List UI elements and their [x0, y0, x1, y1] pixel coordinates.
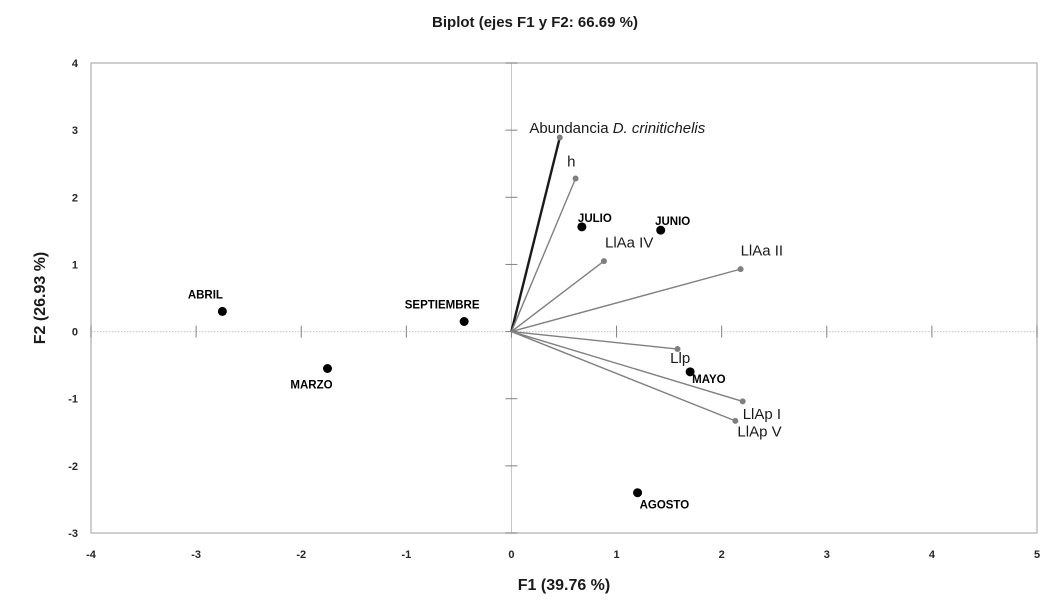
vector-llp: [511, 330, 678, 350]
vector-llaa-ii: [511, 268, 741, 333]
x-tick-label-0: 0: [508, 549, 514, 561]
plot-frame: [90, 62, 1038, 534]
x-tick-label-2: 2: [719, 549, 725, 561]
vector-tip-h: [572, 175, 579, 182]
plot-area: -4 -3 -2 -1 0 1 2 3 4 5 -3 -2 -1 0 1 2 3 4 Abundancia D. c…: [68, 58, 1040, 561]
vector-h: [510, 178, 577, 332]
point-julio: [577, 222, 587, 232]
vector-tip-llp: [674, 346, 681, 353]
vector-llap-v: [511, 330, 736, 422]
y-tick-label-3: 3: [72, 125, 78, 137]
y-tick-label--1: -1: [68, 394, 78, 406]
point-label-abril: ABRIL: [188, 289, 223, 301]
y-tick-label--3: -3: [68, 528, 78, 540]
x-tick-label--3: -3: [191, 549, 201, 561]
vector-tip-llaa-ii: [737, 266, 744, 273]
chart-title: Biplot (ejes F1 y F2: 66.69 %): [432, 14, 638, 31]
x-tick-label--1: -1: [401, 549, 411, 561]
vector-llap-i: [511, 330, 743, 403]
vector-label-llap-i: LlAp I: [743, 406, 781, 423]
point-label-julio: JULIO: [578, 213, 612, 225]
vector-tip-llap-v: [732, 417, 739, 424]
x-tick-label-5: 5: [1034, 549, 1040, 561]
x-tick-label-3: 3: [824, 549, 830, 561]
point-label-marzo: MARZO: [290, 380, 332, 392]
point-label-junio: JUNIO: [655, 216, 690, 228]
vector-label-llap-v: LlAp V: [737, 423, 781, 440]
y-axis-title: F2 (26.93 %): [32, 252, 49, 344]
vector-tip-llaa-iv: [600, 258, 607, 265]
point-mayo: [685, 367, 695, 377]
y-tick-label-2: 2: [72, 192, 78, 204]
vector-label-h: h: [567, 153, 575, 170]
y-tick-label-1: 1: [72, 259, 78, 271]
point-junio: [656, 225, 666, 235]
vector-label-llaa-iv: LlAa IV: [605, 235, 653, 252]
vector-tip-abundancia-d-crinitichelis: [556, 134, 563, 141]
point-agosto: [633, 488, 643, 498]
point-abril: [217, 306, 227, 316]
point-label-septiembre: SEPTIEMBRE: [405, 300, 480, 312]
x-axis-title: F1 (39.76 %): [518, 577, 610, 594]
y-tick-label-0: 0: [72, 327, 78, 339]
point-label-mayo: MAYO: [692, 374, 725, 386]
vector-abundancia-d-crinitichelis: [510, 137, 561, 332]
vector-label-abundancia-d-crinitichelis: Abundancia D. crinitichelis: [529, 120, 705, 137]
x-tick-label-4: 4: [929, 549, 936, 561]
y-tick-label-4: 4: [72, 58, 79, 70]
x-tick-label--2: -2: [296, 549, 306, 561]
vector-tip-llap-i: [739, 398, 746, 405]
point-marzo: [323, 364, 332, 373]
vector-label-llaa-ii: LlAa II: [741, 243, 784, 260]
x-tick-label--4: -4: [86, 549, 97, 561]
y-tick-label--2: -2: [68, 461, 78, 473]
vector-label-llp: Llp: [670, 350, 690, 367]
point-label-agosto: AGOSTO: [640, 500, 690, 512]
vector-llaa-iv: [511, 260, 605, 333]
x-tick-label-1: 1: [613, 549, 619, 561]
point-septiembre: [459, 317, 469, 326]
